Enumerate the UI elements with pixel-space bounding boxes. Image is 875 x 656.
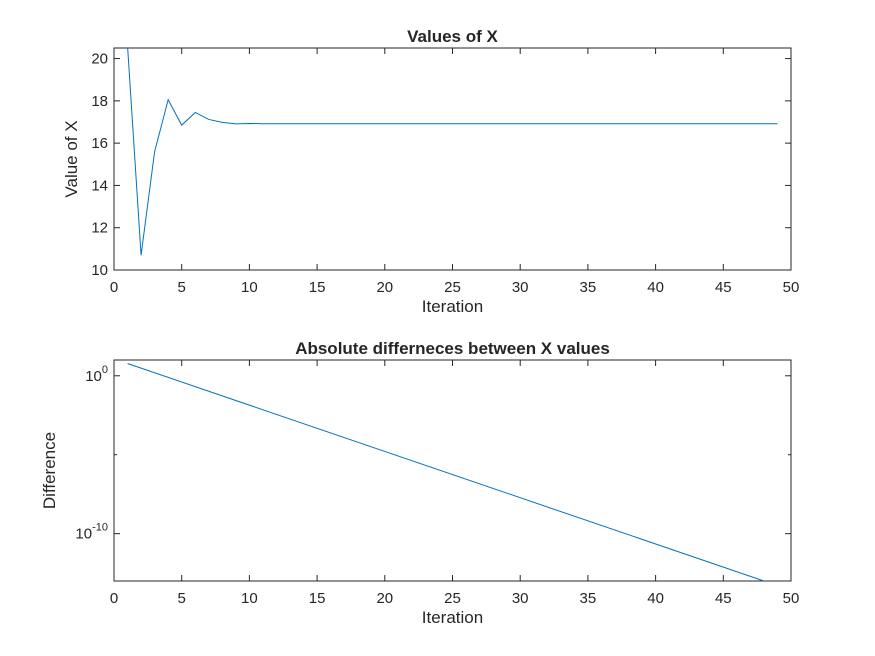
y-tick-label: 14 bbox=[91, 177, 108, 194]
x-tick-label: 50 bbox=[783, 279, 800, 296]
x-tick-label: 5 bbox=[178, 590, 186, 607]
bottom-plot: 0 5 10 15 20 25 30 35 40 45 50 100 10-10 Absolute dif… bbox=[40, 339, 799, 627]
y-tick-label: 16 bbox=[91, 135, 108, 152]
x-tick-label: 50 bbox=[783, 590, 800, 607]
x-tick-label: 40 bbox=[647, 279, 664, 296]
series-line bbox=[127, 363, 765, 581]
x-tick-label: 10 bbox=[241, 590, 258, 607]
y-axis-label: Value of X bbox=[62, 120, 81, 197]
x-tick-label: 0 bbox=[110, 279, 118, 296]
y-tick-label: 12 bbox=[91, 220, 108, 237]
y-tick-label: 10-10 bbox=[75, 522, 108, 543]
x-tick-label: 35 bbox=[580, 590, 597, 607]
x-tick-label: 15 bbox=[309, 279, 326, 296]
x-axis-label: Iteration bbox=[422, 297, 483, 316]
y-tick-label: 18 bbox=[91, 93, 108, 110]
chart-title: Values of X bbox=[407, 27, 498, 46]
x-tick-label: 45 bbox=[715, 279, 732, 296]
top-plot: 0 5 10 15 20 25 30 35 40 45 50 10 12 14 16 18 20 Values o… bbox=[62, 27, 799, 316]
chart-title: Absolute differneces between X values bbox=[295, 339, 610, 358]
y-axis-label: Difference bbox=[40, 432, 59, 509]
x-tick-label: 5 bbox=[178, 279, 186, 296]
axes-box bbox=[113, 47, 792, 271]
x-tick-label: 25 bbox=[444, 279, 461, 296]
y-tick-label: 100 bbox=[85, 364, 108, 385]
x-tick-label: 40 bbox=[647, 590, 664, 607]
series-line bbox=[127, 48, 778, 256]
x-tick-label: 15 bbox=[309, 590, 326, 607]
x-tick-label: 25 bbox=[444, 590, 461, 607]
x-tick-label: 45 bbox=[715, 590, 732, 607]
x-axis-label: Iteration bbox=[422, 608, 483, 627]
x-tick-label: 20 bbox=[376, 279, 393, 296]
x-tick-label: 20 bbox=[376, 590, 393, 607]
x-tick-label: 10 bbox=[241, 279, 258, 296]
x-tick-label: 30 bbox=[512, 590, 529, 607]
x-tick-label: 30 bbox=[512, 279, 529, 296]
x-tick-label: 35 bbox=[580, 279, 597, 296]
x-tick-label: 0 bbox=[110, 590, 118, 607]
y-tick-label: 20 bbox=[91, 51, 108, 68]
y-tick-label: 10 bbox=[91, 262, 108, 279]
